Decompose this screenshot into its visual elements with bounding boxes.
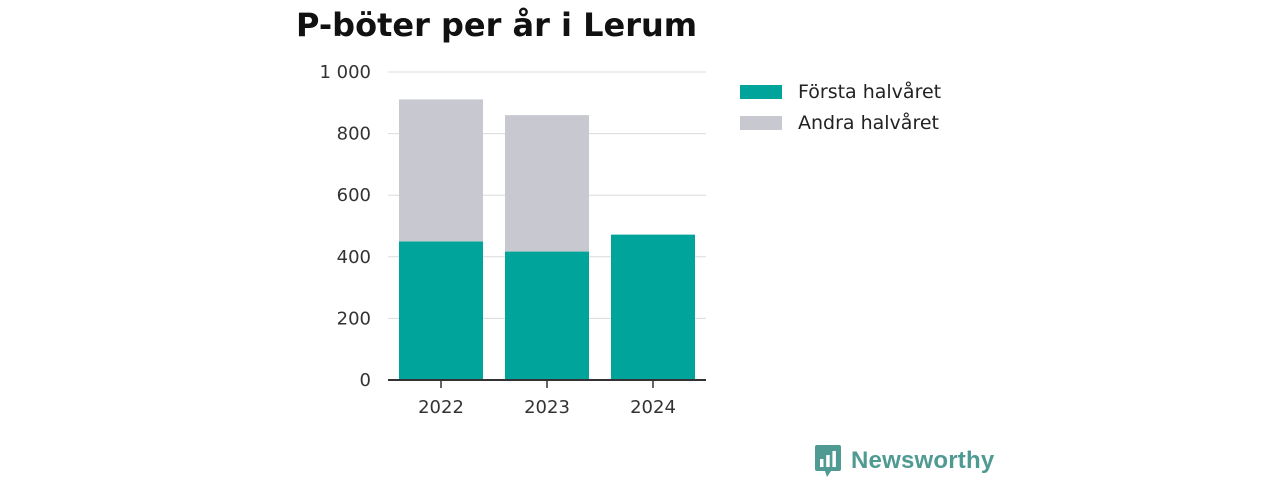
y-tick-label-0: 0 (360, 370, 371, 391)
bar-2022-andra-halvaret[interactable] (399, 99, 483, 242)
x-tick-label-2024: 2024 (630, 397, 676, 418)
legend-item-forsta-halvaret[interactable]: Första halvåret (740, 76, 941, 107)
legend-item-andra-halvaret[interactable]: Andra halvåret (740, 107, 941, 138)
y-tick-label-200: 200 (337, 308, 371, 329)
bar-2022-forsta-halvaret[interactable] (399, 241, 483, 380)
x-tick-label-2022: 2022 (418, 397, 464, 418)
brand-name: Newsworthy (851, 447, 995, 474)
chart-title: P-böter per år i Lerum (296, 6, 698, 44)
x-tick-label-2023: 2023 (524, 397, 570, 418)
bar-2024-forsta-halvaret[interactable] (611, 234, 695, 380)
legend-label-andra-halvaret: Andra halvåret (798, 111, 939, 134)
bar-chart-badge-icon (815, 445, 841, 477)
y-axis-tick-labels: 0 200 400 600 800 1 000 (319, 62, 371, 391)
y-tick-label-400: 400 (337, 247, 371, 268)
y-tick-label-800: 800 (337, 124, 371, 145)
legend: Första halvåret Andra halvåret (740, 76, 941, 138)
legend-swatch-forsta-halvaret (740, 84, 782, 99)
brand-logo[interactable]: Newsworthy (814, 444, 994, 478)
y-tick-label-1-000: 1 000 (319, 62, 371, 83)
legend-label-forsta-halvaret: Första halvåret (798, 80, 942, 103)
x-axis: 2022 2023 2024 (388, 379, 706, 418)
y-tick-label-600: 600 (337, 185, 371, 206)
bar-2023-andra-halvaret[interactable] (505, 115, 589, 252)
legend-swatch-andra-halvaret (740, 115, 782, 130)
bar-2023-forsta-halvaret[interactable] (505, 251, 589, 380)
bars (399, 99, 695, 380)
